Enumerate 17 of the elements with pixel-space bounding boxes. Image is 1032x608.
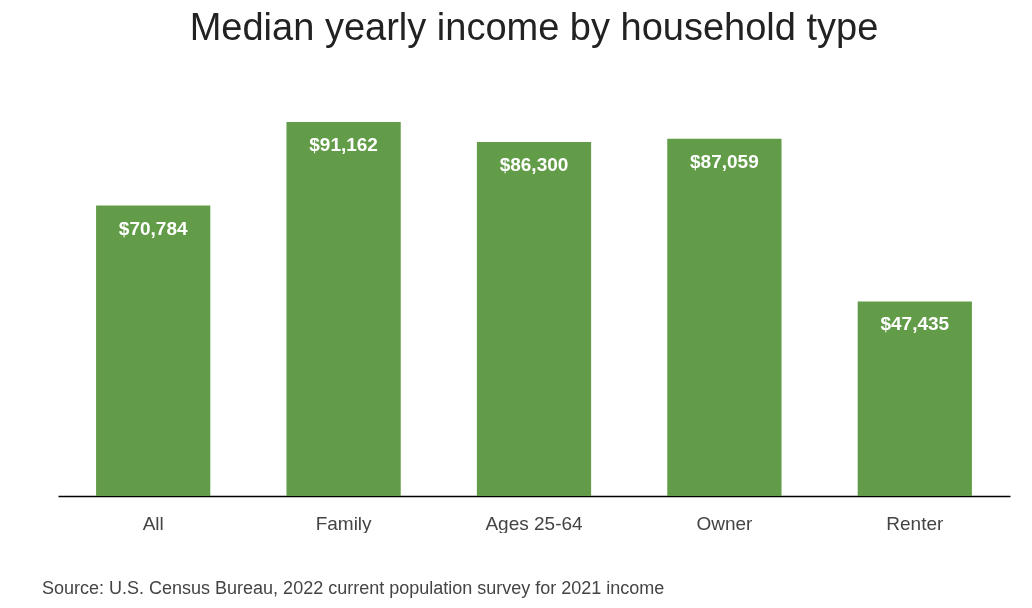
x-tick-label: Owner	[696, 512, 754, 534]
bar	[286, 122, 401, 496]
source-note: Source: U.S. Census Bureau, 2022 current population survey for 2021 income	[42, 578, 665, 599]
bar	[857, 301, 972, 496]
data-label: $47,435	[880, 313, 950, 335]
x-tick-label: Ages 25-64	[485, 512, 584, 534]
chart-title: Median yearly income by household type	[189, 6, 879, 48]
bar	[96, 205, 211, 496]
bar	[476, 141, 592, 496]
data-label: $87,059	[690, 150, 759, 172]
x-tick-label: Family	[315, 512, 373, 534]
data-label: $70,784	[118, 217, 188, 239]
bar	[667, 138, 782, 496]
data-label: $91,162	[309, 134, 378, 155]
x-tick-label: Renter	[886, 512, 944, 534]
data-label: $86,300	[499, 153, 569, 175]
x-tick-label: All	[142, 512, 164, 534]
